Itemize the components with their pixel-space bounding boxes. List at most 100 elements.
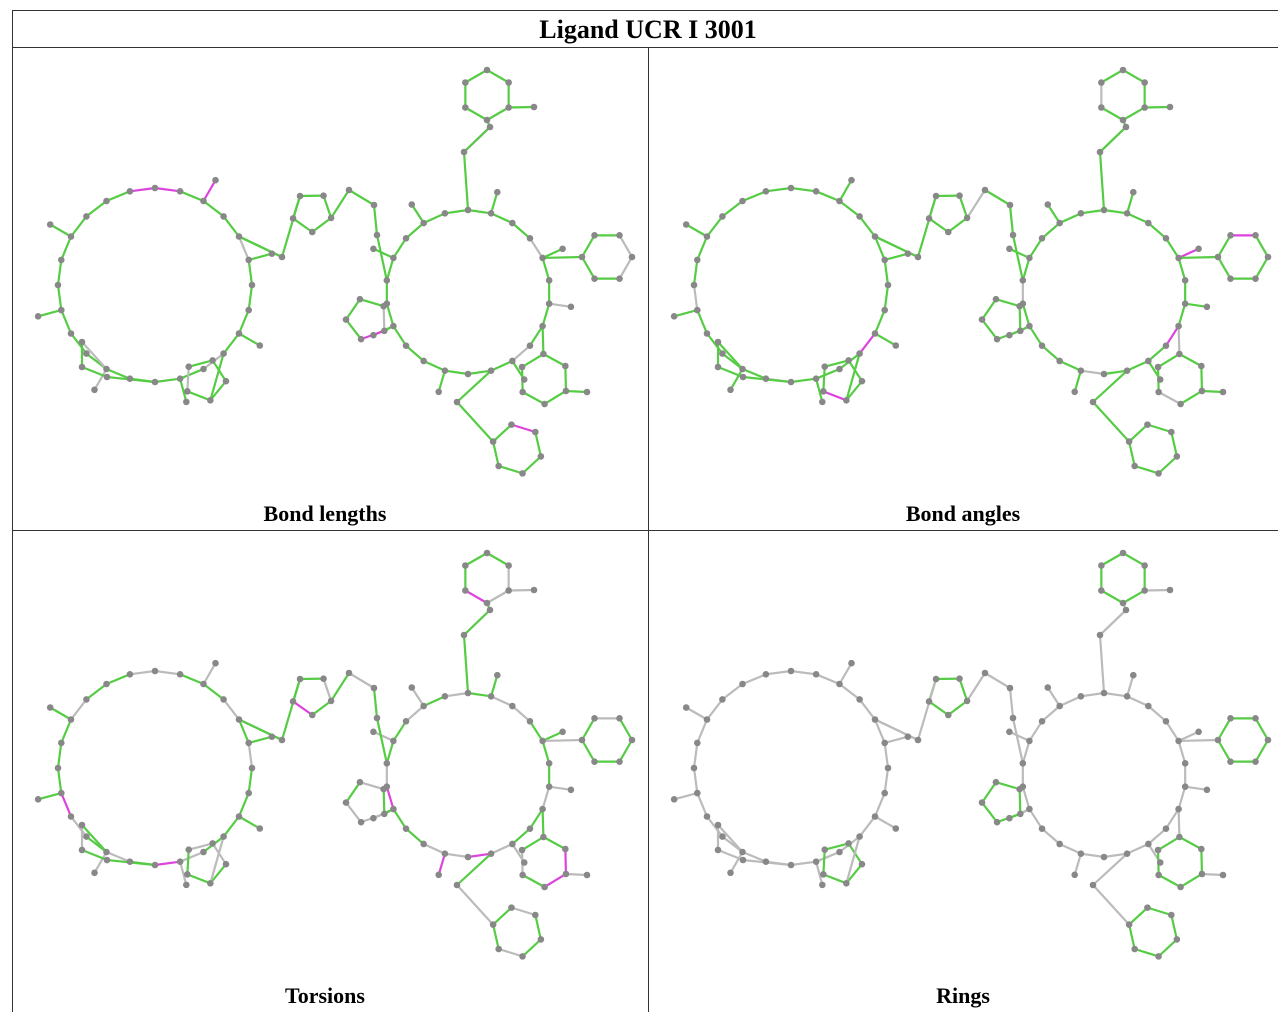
atom [881,739,888,747]
atom [176,671,184,678]
molecule-drawing [34,66,636,477]
atom [46,704,54,711]
atom [1006,201,1014,209]
atom [856,350,863,357]
bond [1185,302,1208,308]
atom [1026,737,1033,745]
atom [578,253,586,261]
bond [511,344,531,362]
bond [1011,717,1024,764]
atom [212,659,219,667]
atom [357,818,365,826]
atom [1203,303,1211,311]
atom [616,758,623,765]
atom [483,549,491,557]
atom [380,785,387,793]
atom [58,789,65,797]
bond [1126,359,1149,372]
atom [820,871,827,878]
atom [836,197,843,205]
bond [1147,423,1172,434]
atom [871,813,879,820]
bond [549,302,572,308]
bond [529,325,544,347]
bond [928,217,949,233]
atom [532,428,539,436]
atom [370,331,377,339]
atom [719,833,726,840]
bond [815,190,840,203]
atom [460,631,468,639]
bond [521,938,542,958]
bond [742,190,767,203]
bond [81,848,108,862]
atom [904,733,912,740]
atom [209,840,216,847]
bond [542,353,566,367]
atom [821,363,829,371]
atom [703,716,711,723]
atom [402,235,410,242]
bond [467,369,492,376]
bond [1103,691,1128,698]
atom [1019,760,1027,767]
atom [126,188,134,195]
table-title: Ligand UCR I 3001 [539,15,756,44]
bond [1180,390,1203,405]
atom [67,233,75,240]
atom [460,148,468,156]
bond [717,341,744,370]
atom [545,277,553,284]
atom [1098,79,1105,86]
atom [858,860,866,868]
atom [519,953,526,960]
atom [843,880,850,887]
bond [815,378,824,403]
atom [944,228,952,236]
atom [58,256,65,264]
bond [542,255,583,260]
atom [505,79,512,86]
atom [981,669,989,677]
atom [1144,904,1151,911]
atom [578,736,586,744]
bond [280,678,302,741]
bond [822,849,826,875]
bond [188,359,213,368]
bond [222,332,240,355]
bond [467,208,492,215]
atom [591,232,598,239]
bond [1254,717,1269,741]
bond [179,673,204,686]
atom [871,233,879,240]
bond [542,738,583,743]
bond [858,815,876,838]
bond [541,303,551,327]
atom [537,453,545,460]
bond [845,836,861,884]
bond [1028,808,1043,830]
bond [382,306,386,331]
bond [995,298,1020,308]
bond [1165,237,1180,259]
bond [1178,836,1202,850]
atom [184,871,191,878]
atom [390,805,397,813]
atom [78,363,86,371]
bond [790,186,817,193]
atom [539,805,546,813]
atom [1016,302,1023,310]
bond [129,669,156,676]
atom [714,821,722,829]
bond [37,309,62,318]
atom [184,388,191,395]
atom [1089,881,1097,889]
bond [1018,306,1022,331]
bond [511,906,536,917]
bond [247,742,254,769]
atom [530,586,538,594]
atom [670,796,678,803]
bond [179,378,188,403]
bond [521,836,544,851]
atom [845,840,852,847]
